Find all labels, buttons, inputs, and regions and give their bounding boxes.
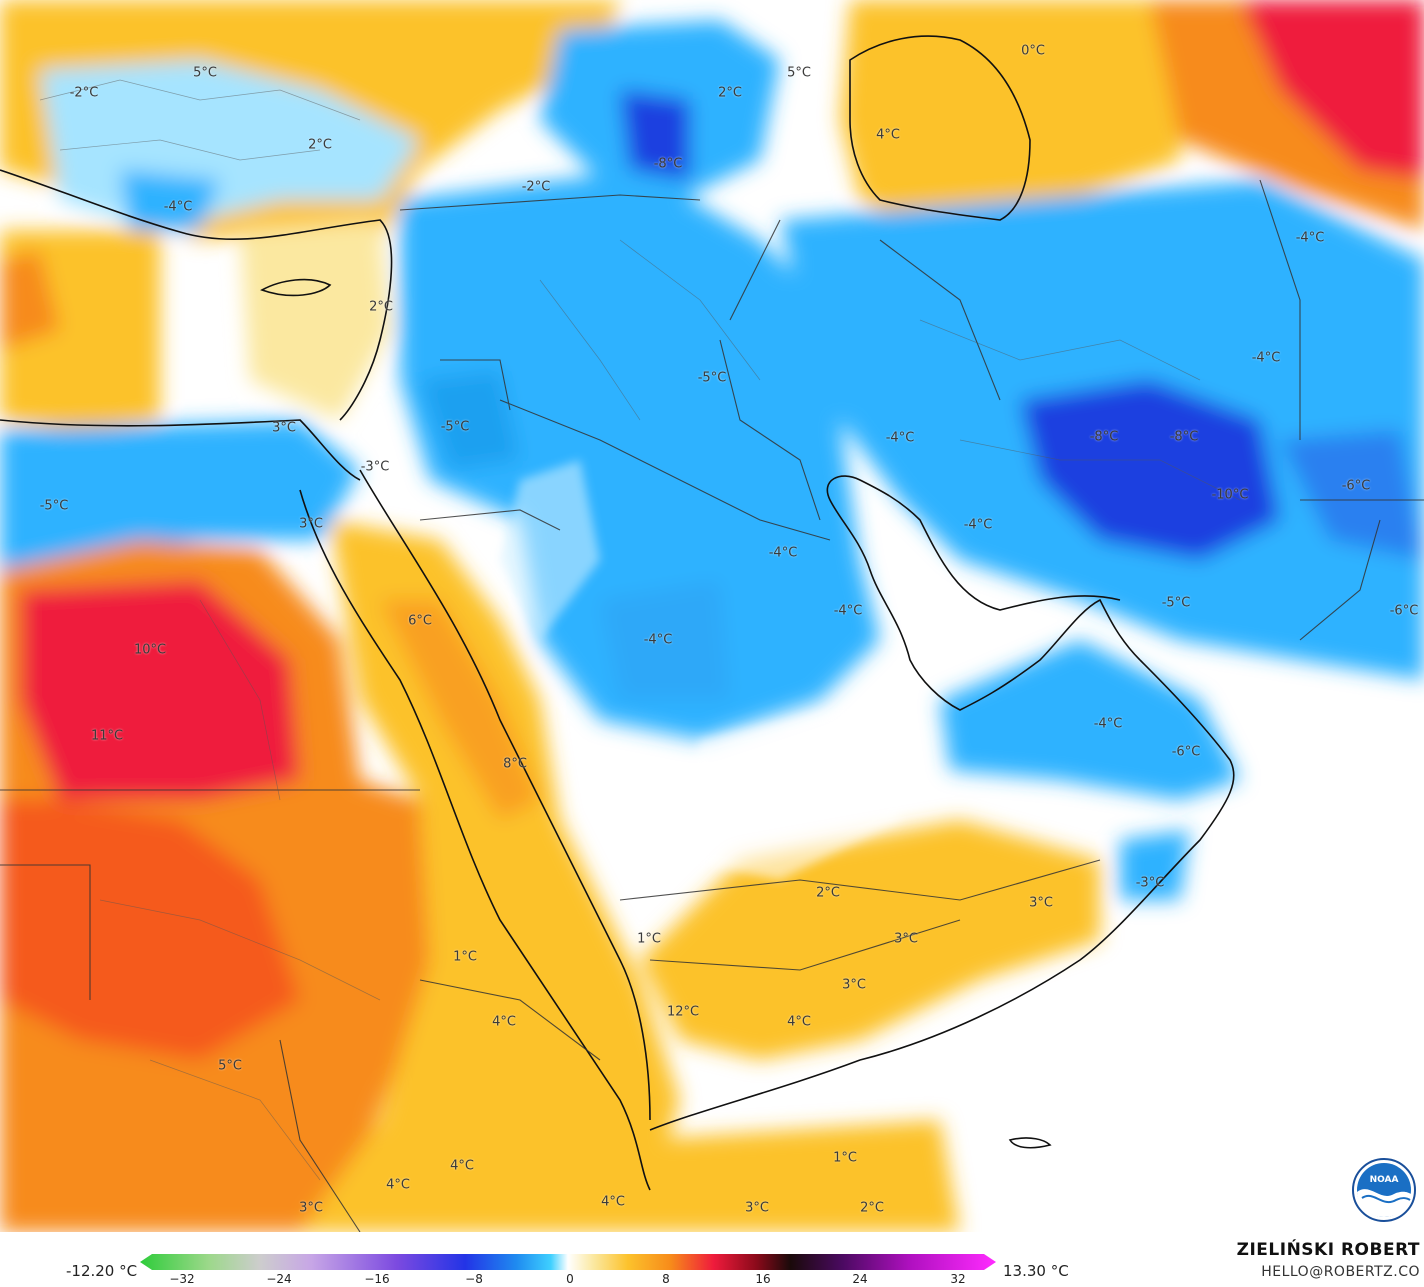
noaa-logo-text: NOAA bbox=[1370, 1175, 1399, 1185]
color-scale-bar bbox=[140, 1254, 996, 1270]
temperature-label: 2°C bbox=[308, 137, 332, 153]
color-scale-tick-label: 16 bbox=[755, 1272, 771, 1286]
author-email: HELLO@ROBERTZ.CO bbox=[1261, 1264, 1420, 1280]
temperature-label: 8°C bbox=[503, 756, 527, 772]
coastlines bbox=[0, 35, 1235, 1191]
temperature-label: 3°C bbox=[745, 1200, 769, 1216]
color-scale-tick-label: −24 bbox=[266, 1272, 292, 1286]
temperature-label: 2°C bbox=[860, 1200, 884, 1216]
temperature-label: -5°C bbox=[697, 370, 727, 386]
temperature-label: 2°C bbox=[718, 85, 742, 101]
temperature-label: -4°C bbox=[963, 517, 993, 533]
temperature-label: 12°C bbox=[666, 1004, 700, 1020]
color-scale-tick-label: 8 bbox=[662, 1272, 670, 1286]
legend-min-value: -12.20 °C bbox=[66, 1262, 138, 1280]
temperature-label: -5°C bbox=[39, 498, 69, 514]
temperature-label: 1°C bbox=[637, 931, 661, 947]
provincial-lines bbox=[39, 79, 1241, 1181]
color-scale-tick-label: −32 bbox=[169, 1272, 195, 1286]
temperature-label: 5°C bbox=[787, 65, 811, 81]
temperature-label: -8°C bbox=[1089, 429, 1119, 445]
temperature-label: -4°C bbox=[1295, 230, 1325, 246]
temperature-label: -6°C bbox=[1341, 478, 1371, 494]
color-scale-tick-label: 0 bbox=[566, 1272, 574, 1286]
temperature-label: 3°C bbox=[272, 420, 296, 436]
temperature-label: -4°C bbox=[643, 632, 673, 648]
temperature-label: 6°C bbox=[408, 613, 432, 629]
temperature-label: -6°C bbox=[1389, 603, 1419, 619]
color-scale-tick-label: 24 bbox=[852, 1272, 868, 1286]
temperature-label: -10°C bbox=[1211, 487, 1249, 503]
temperature-label: -3°C bbox=[1135, 875, 1165, 891]
temperature-label: -4°C bbox=[885, 430, 915, 446]
temperature-label: -4°C bbox=[768, 545, 798, 561]
temperature-label: -6°C bbox=[1171, 744, 1201, 760]
color-scale-tick-label: −16 bbox=[364, 1272, 390, 1286]
temperature-label: 1°C bbox=[453, 949, 477, 965]
noaa-logo-icon: NOAA bbox=[1352, 1158, 1416, 1222]
temperature-label: 2°C bbox=[816, 885, 840, 901]
temperature-label: -5°C bbox=[440, 419, 470, 435]
temperature-label: -8°C bbox=[653, 156, 683, 172]
temperature-label: -4°C bbox=[163, 199, 193, 215]
borders bbox=[0, 179, 1424, 1232]
temperature-label: 4°C bbox=[492, 1014, 516, 1030]
temperature-label: -8°C bbox=[1169, 429, 1199, 445]
temperature-label: -2°C bbox=[521, 179, 551, 195]
color-scale-tick-label: −8 bbox=[465, 1272, 483, 1286]
legend-footer: -12.20 °C bbox=[0, 1232, 1424, 1287]
temperature-label: 4°C bbox=[876, 127, 900, 143]
temperature-label: 4°C bbox=[601, 1194, 625, 1210]
temperature-label: 3°C bbox=[299, 516, 323, 532]
temperature-label: -4°C bbox=[833, 603, 863, 619]
temperature-label: 4°C bbox=[450, 1158, 474, 1174]
temperature-label: 0°C bbox=[1021, 43, 1045, 59]
temperature-label: -3°C bbox=[360, 459, 390, 475]
temperature-label: 3°C bbox=[894, 931, 918, 947]
temperature-label: 5°C bbox=[193, 65, 217, 81]
temperature-label: 11°C bbox=[90, 728, 124, 744]
author-credit: ZIELIŃSKI ROBERT bbox=[1236, 1240, 1420, 1260]
temperature-label: 3°C bbox=[1029, 895, 1053, 911]
temperature-label: 2°C bbox=[369, 299, 393, 315]
temperature-label: 10°C bbox=[133, 642, 167, 658]
temperature-label: -4°C bbox=[1093, 716, 1123, 732]
temperature-label: -4°C bbox=[1251, 350, 1281, 366]
temperature-label: 5°C bbox=[218, 1058, 242, 1074]
temperature-label: 4°C bbox=[386, 1177, 410, 1193]
temperature-label: -2°C bbox=[69, 85, 99, 101]
temperature-label: 4°C bbox=[787, 1014, 811, 1030]
legend-max-value: 13.30 °C bbox=[1003, 1262, 1069, 1280]
color-scale-tick-label: 32 bbox=[950, 1272, 966, 1286]
temperature-map: 5°C -2°C 2°C -4°C -2°C -8°C 2°C 5°C 4°C 0°C -4°C -4… bbox=[0, 0, 1424, 1232]
temperature-halos bbox=[500, 460, 1424, 1232]
temperature-label: 1°C bbox=[833, 1150, 857, 1166]
temperature-label: 3°C bbox=[842, 977, 866, 993]
temperature-field bbox=[0, 0, 1424, 1232]
temperature-label: 3°C bbox=[299, 1200, 323, 1216]
temperature-label: -5°C bbox=[1161, 595, 1191, 611]
